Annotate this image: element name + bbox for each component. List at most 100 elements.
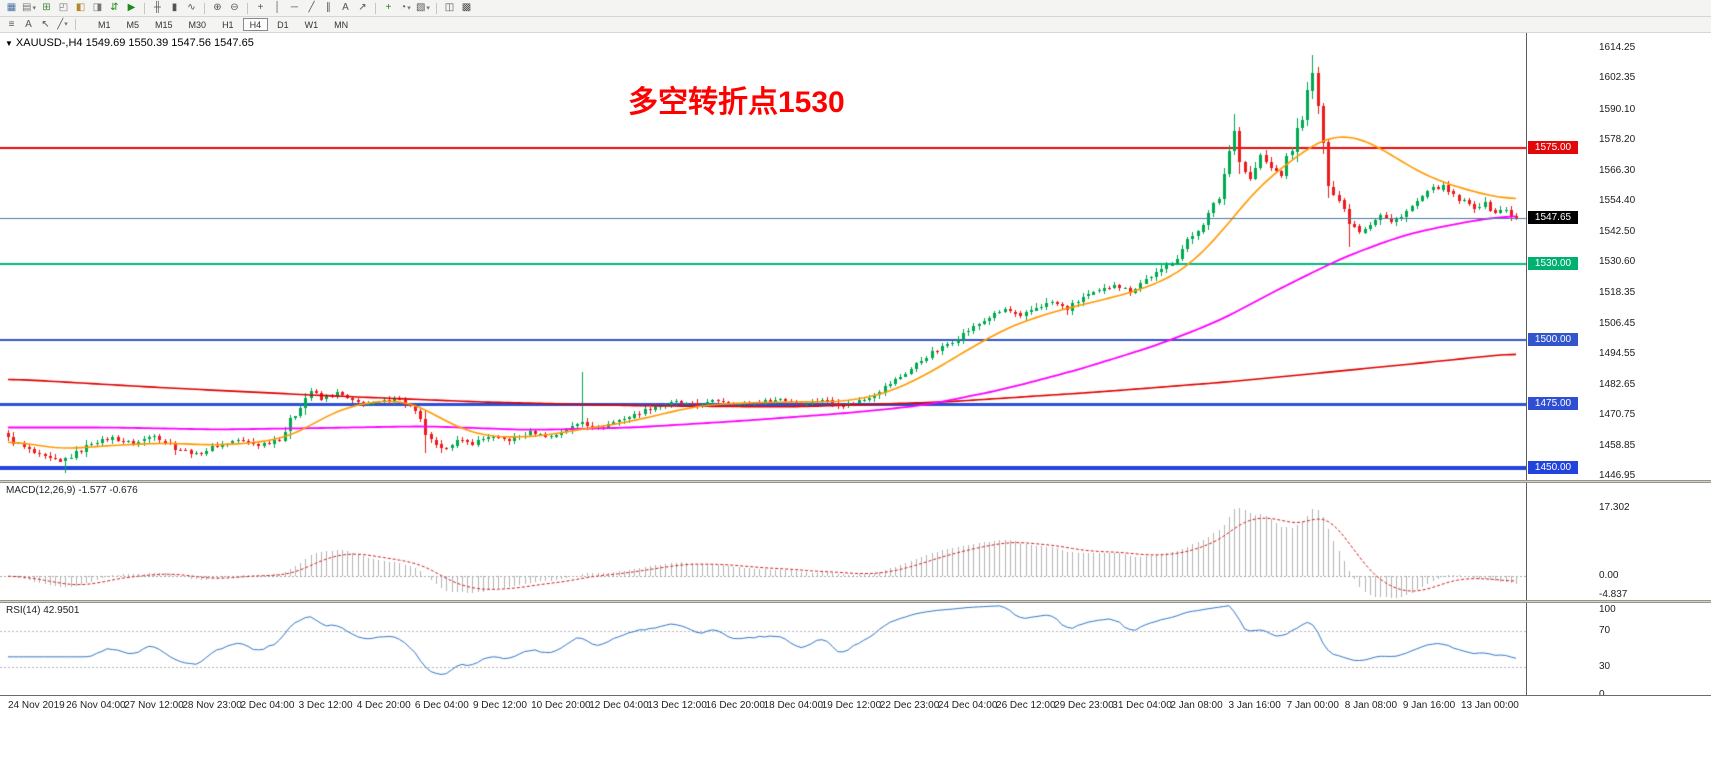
- price-axis[interactable]: 1614.25 1602.35 1590.10 1578.20 1566.30 1554.…: [1526, 33, 1711, 700]
- rsi-canvas[interactable]: [0, 603, 1526, 695]
- time-tick: 4 Dec 20:00: [356, 700, 411, 711]
- cursor-tool-button[interactable]: ↖: [37, 18, 54, 31]
- navigator-icon: ◧: [75, 2, 86, 13]
- timeframe-h1-button[interactable]: H1: [215, 18, 241, 31]
- indicator-axis-label: 70: [1599, 624, 1611, 636]
- panel-separator-rsi[interactable]: [0, 600, 1711, 603]
- chart-collapse-icon[interactable]: ▼: [5, 39, 13, 48]
- price-tick: 1518.35: [1599, 287, 1636, 299]
- time-tick: 7 Jan 00:00: [1286, 700, 1339, 711]
- price-tick: 1458.85: [1599, 439, 1636, 451]
- new-order-button[interactable]: ⇵: [106, 2, 123, 15]
- time-tick: 6 Dec 04:00: [414, 700, 469, 711]
- chart-line-button[interactable]: ∿: [183, 2, 200, 15]
- chart-candles-icon: ▮: [171, 2, 178, 13]
- chart-annotation: 多空转折点1530: [628, 86, 845, 119]
- timeframe-m15-button[interactable]: M15: [148, 18, 180, 31]
- zoom-in-button[interactable]: ⊕: [209, 2, 226, 15]
- objects-list-button[interactable]: ≡: [3, 18, 20, 31]
- price-tick: 1554.40: [1599, 195, 1636, 207]
- bottom-filler: [0, 715, 1711, 783]
- time-axis[interactable]: 24 Nov 2019 26 Nov 04:00 27 Nov 12:00 28 No…: [0, 695, 1711, 715]
- horizontal-line-tool-button[interactable]: ─: [286, 2, 303, 15]
- chart-area: ▼ XAUUSD-,H4 1549.69 1550.39 1547.56 1547…: [0, 33, 1711, 783]
- panel-separator-macd[interactable]: [0, 480, 1711, 483]
- new-chart-button[interactable]: ▦: [3, 2, 20, 15]
- data-window-icon: ◰: [58, 2, 69, 13]
- period-dropdown-button[interactable]: ◔ ▾: [397, 2, 414, 15]
- time-tick: 2 Jan 08:00: [1170, 700, 1223, 711]
- time-tick: 24 Nov 2019: [8, 700, 65, 711]
- vertical-line-tool-button[interactable]: │: [269, 2, 286, 15]
- indicator-axis-label: 0: [1599, 689, 1605, 700]
- time-tick: 24 Dec 04:00: [937, 700, 998, 711]
- timeframe-m5-button[interactable]: M5: [120, 18, 147, 31]
- crosshair-icon: +: [257, 2, 264, 13]
- timeframe-m1-button[interactable]: M1: [91, 18, 118, 31]
- text-tool-button[interactable]: A: [337, 2, 354, 15]
- price-tick: 1530.60: [1599, 256, 1636, 267]
- price-tick: 1494.55: [1599, 348, 1636, 360]
- timeframe-m30-button[interactable]: M30: [182, 18, 214, 31]
- timeframe-mn-button[interactable]: MN: [327, 18, 355, 31]
- styles-dropdown-button[interactable]: ╱ ▾: [54, 18, 71, 31]
- crosshair-button[interactable]: +: [252, 2, 269, 15]
- indicator-axis-label: 100: [1599, 604, 1616, 615]
- timeframes-group: M1 M5 M15 M30 H1 H4 D1 W1 MN: [90, 18, 356, 31]
- time-tick: 26 Dec 12:00: [996, 700, 1056, 711]
- tile-windows-button[interactable]: ◫: [441, 2, 458, 15]
- rsi-label: RSI(14) 42.9501: [6, 605, 80, 616]
- horizontal-line-tool-icon: ─: [290, 2, 299, 13]
- price-level-label: 1475.00: [1528, 397, 1578, 410]
- indicator-axis-label: 0.00: [1599, 570, 1619, 581]
- time-tick: 8 Jan 08:00: [1344, 700, 1398, 711]
- price-level-label: 1450.00: [1528, 461, 1578, 474]
- chart-bars-button[interactable]: ╫: [149, 2, 166, 15]
- time-tick: 12 Dec 04:00: [589, 700, 649, 711]
- main-chart-canvas[interactable]: [0, 33, 1526, 480]
- template-dropdown-icon: ▧: [415, 2, 426, 13]
- text-annotation-button[interactable]: A: [20, 18, 37, 31]
- profiles-button[interactable]: ▤ ▾: [20, 2, 38, 15]
- arrow-tool-icon: ↗: [358, 2, 367, 13]
- price-tick: 1614.25: [1599, 41, 1636, 53]
- price-tick: 1470.75: [1599, 409, 1636, 421]
- chart-candles-button[interactable]: ▮: [166, 2, 183, 15]
- dropdown-caret-icon: ▾: [32, 4, 36, 12]
- timeframe-d1-button[interactable]: D1: [270, 18, 296, 31]
- timeframe-w1-button[interactable]: W1: [298, 18, 326, 31]
- terminal-button[interactable]: ◨: [89, 2, 106, 15]
- cascade-windows-button[interactable]: ▩: [458, 2, 475, 15]
- market-watch-button[interactable]: ⊞: [38, 2, 55, 15]
- indicators-add-button[interactable]: +: [380, 2, 397, 15]
- price-level-label: 1575.00: [1528, 141, 1578, 154]
- main-toolbar: ▦ ▤ ▾ ⊞ ◰ ◧ ◨ ⇵ ▶ ╫ ▮ ∿ ⊕ ⊖ + │ ─ ╱ ∥ A ↗ + ◔ ▾ ▧ ▾ ◫ ▩: [0, 0, 1711, 17]
- channel-tool-button[interactable]: ∥: [320, 2, 337, 15]
- arrow-tool-button[interactable]: ↗: [354, 2, 371, 15]
- time-tick: 16 Dec 20:00: [705, 700, 765, 711]
- objects-list-icon: ≡: [8, 18, 15, 30]
- dropdown-caret-icon: ▾: [426, 4, 430, 12]
- autotrading-button[interactable]: ▶: [123, 2, 140, 15]
- price-tick: 1446.95: [1599, 470, 1636, 482]
- time-tick: 28 Nov 23:00: [182, 700, 242, 711]
- navigator-button[interactable]: ◧: [72, 2, 89, 15]
- timeframe-h4-button[interactable]: H4: [242, 18, 269, 31]
- chart-ohlc-label: ▼ XAUUSD-,H4 1549.69 1550.39 1547.56 1547…: [5, 37, 254, 49]
- chart-bars-icon: ╫: [153, 2, 162, 13]
- template-dropdown-button[interactable]: ▧ ▾: [414, 2, 432, 15]
- time-tick: 3 Dec 12:00: [298, 700, 353, 711]
- vertical-line-tool-icon: │: [274, 2, 281, 13]
- trendline-tool-button[interactable]: ╱: [303, 2, 320, 15]
- new-order-icon: ⇵: [110, 2, 119, 13]
- time-tick: 9 Dec 12:00: [472, 700, 527, 711]
- autotrading-icon: ▶: [127, 2, 136, 13]
- zoom-out-button[interactable]: ⊖: [226, 2, 243, 15]
- toolbar-separator: [374, 2, 376, 14]
- time-tick: 9 Jan 16:00: [1402, 700, 1456, 711]
- data-window-button[interactable]: ◰: [55, 2, 72, 15]
- time-tick: 19 Dec 12:00: [821, 700, 882, 711]
- text-tool-icon: A: [342, 2, 349, 13]
- macd-canvas[interactable]: [0, 483, 1526, 600]
